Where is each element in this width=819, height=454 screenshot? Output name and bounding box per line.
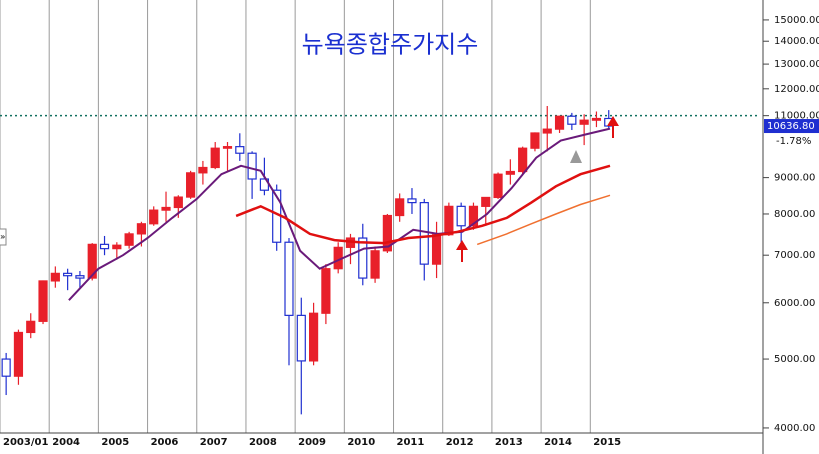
moving-average-line	[68, 127, 611, 301]
candle-body	[493, 173, 503, 199]
panel-toggle[interactable]	[0, 228, 7, 246]
candle-body	[26, 320, 36, 334]
last-value-box	[764, 119, 819, 134]
marks	[0, 105, 760, 415]
candle-body	[198, 166, 208, 174]
y-tick-label: 11000.00	[774, 111, 819, 122]
candle-body	[296, 314, 306, 362]
candle-body	[124, 233, 134, 246]
candle-body	[456, 205, 466, 227]
y-tick-label: 7000.00	[774, 250, 815, 261]
candle-body	[173, 196, 183, 209]
y-tick-label: 5000.00	[774, 354, 815, 365]
candle-body	[358, 237, 368, 279]
candle-body	[210, 147, 220, 169]
candle-body	[136, 223, 147, 235]
grid	[0, 0, 591, 433]
x-tick-label: 2005	[101, 437, 129, 448]
candle-body	[222, 146, 233, 149]
candle-body	[161, 206, 171, 211]
change-label: -1.78%	[776, 136, 811, 147]
candle-body	[112, 244, 122, 250]
candle-body	[530, 132, 540, 149]
candle-body	[382, 214, 392, 252]
candle-body	[87, 243, 97, 279]
candle-body	[38, 280, 48, 322]
candle-body	[50, 272, 60, 282]
candle-body	[505, 170, 515, 175]
candle-body	[395, 198, 405, 217]
candle-body	[468, 205, 479, 227]
x-tick-label: 2006	[151, 437, 179, 448]
y-tick-label: 12000.00	[774, 84, 819, 95]
candle-body	[567, 115, 577, 125]
y-tick-label: 13000.00	[774, 59, 819, 70]
candle-body	[444, 205, 454, 236]
candle-body	[149, 209, 159, 225]
candle-body	[99, 243, 110, 250]
x-tick-label: 2008	[249, 437, 277, 448]
chart-title: 뉴욕종합주가지수	[302, 31, 479, 59]
candle-body	[554, 115, 565, 130]
x-tick-label: 2003/01	[3, 437, 48, 448]
candle-body	[75, 275, 85, 279]
candle-body	[1, 358, 11, 377]
candle-body	[284, 241, 294, 316]
candle-body	[431, 234, 442, 265]
y-tick-label: 15000.00	[774, 15, 819, 26]
candle-body	[542, 128, 552, 134]
candle-body	[186, 172, 196, 198]
x-tick-label: 2014	[544, 437, 572, 448]
x-tick-label: 2007	[200, 437, 228, 448]
candle-body	[481, 196, 491, 207]
candle-body	[407, 198, 417, 204]
candle-body	[235, 146, 245, 154]
y-tick-label: 4000.00	[774, 423, 815, 434]
x-tick-label: 2011	[397, 437, 425, 448]
candle-body	[579, 119, 589, 125]
x-tick-label: 2013	[495, 437, 523, 448]
x-tick-label: 2009	[298, 437, 326, 448]
panel-toggle-icon: »	[0, 233, 6, 243]
y-tick-label: 14000.00	[774, 36, 819, 47]
moving-average-line	[476, 194, 611, 246]
x-tick-label: 2004	[52, 437, 80, 448]
candle-body	[591, 117, 602, 121]
candle-body	[321, 268, 331, 314]
x-tick-label: 2015	[593, 437, 621, 448]
triangle-marker	[570, 150, 582, 163]
x-tick-label: 2012	[446, 437, 474, 448]
candle-body	[370, 250, 380, 279]
last-value-label: 10636.80	[767, 121, 815, 132]
candle-body	[419, 202, 429, 265]
candle-body	[518, 147, 528, 173]
arrow	[456, 116, 619, 262]
candle-body	[247, 152, 257, 180]
y-tick-label: 8000.00	[774, 209, 815, 220]
candle-body	[13, 331, 24, 377]
y-tick-label: 6000.00	[774, 298, 815, 309]
y-tick-label: 9000.00	[774, 173, 815, 184]
x-tick-label: 2010	[347, 437, 375, 448]
candle-body	[63, 272, 73, 277]
candle-body	[308, 312, 319, 362]
moving-average-line	[235, 164, 611, 245]
